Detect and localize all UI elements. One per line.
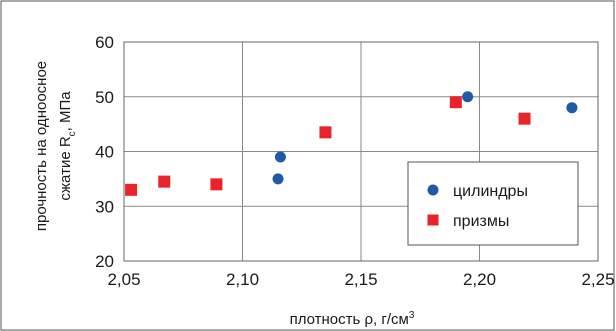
- y-axis-label: прочность на одноосное сжатие Rc, МПа: [33, 61, 78, 231]
- y-axis-label-line2: сжатие Rc, МПа: [57, 91, 78, 201]
- x-tick-label: 2,15: [344, 270, 377, 289]
- x-tick-label: 2,05: [107, 270, 140, 289]
- data-point-cylinders: [462, 91, 474, 103]
- data-point-prisms: [518, 112, 531, 125]
- legend-box: [407, 161, 579, 246]
- data-point-prisms: [319, 126, 332, 139]
- data-point-prisms: [449, 96, 462, 109]
- legend-marker-cylinders: [427, 184, 439, 196]
- data-point-cylinders: [272, 173, 284, 185]
- y-tick-label: 40: [95, 143, 114, 162]
- data-point-prisms: [210, 178, 223, 191]
- y-axis-label-subscript: c: [67, 131, 78, 136]
- legend: цилиндры призмы: [407, 161, 579, 246]
- x-tick-label: 2,10: [226, 270, 259, 289]
- y-tick-label: 60: [95, 33, 114, 52]
- y-tick-label: 30: [95, 197, 114, 216]
- data-point-cylinders: [274, 151, 286, 163]
- x-tick-label: 2,20: [463, 270, 496, 289]
- x-axis-label: плотность ρ, г/см3: [290, 310, 415, 328]
- legend-marker-prisms: [427, 214, 439, 226]
- y-axis-label-line1: прочность на одноосное: [33, 61, 50, 231]
- plot-area-border: [123, 41, 599, 262]
- tick-labels: 20 30 40 50 60 2,05 2,10 2,15 2,20 2,25: [95, 33, 614, 289]
- x-axis-label-superscript: 3: [409, 310, 415, 321]
- data-point-prisms: [158, 175, 171, 188]
- data-point-prisms: [125, 183, 138, 196]
- legend-label-prisms: призмы: [453, 213, 509, 230]
- data-point-cylinders: [566, 102, 578, 114]
- data-points: [125, 91, 578, 196]
- x-tick-label: 2,25: [581, 270, 614, 289]
- y-tick-label: 50: [95, 88, 114, 107]
- y-tick-label: 20: [95, 252, 114, 271]
- legend-label-cylinders: цилиндры: [453, 183, 528, 200]
